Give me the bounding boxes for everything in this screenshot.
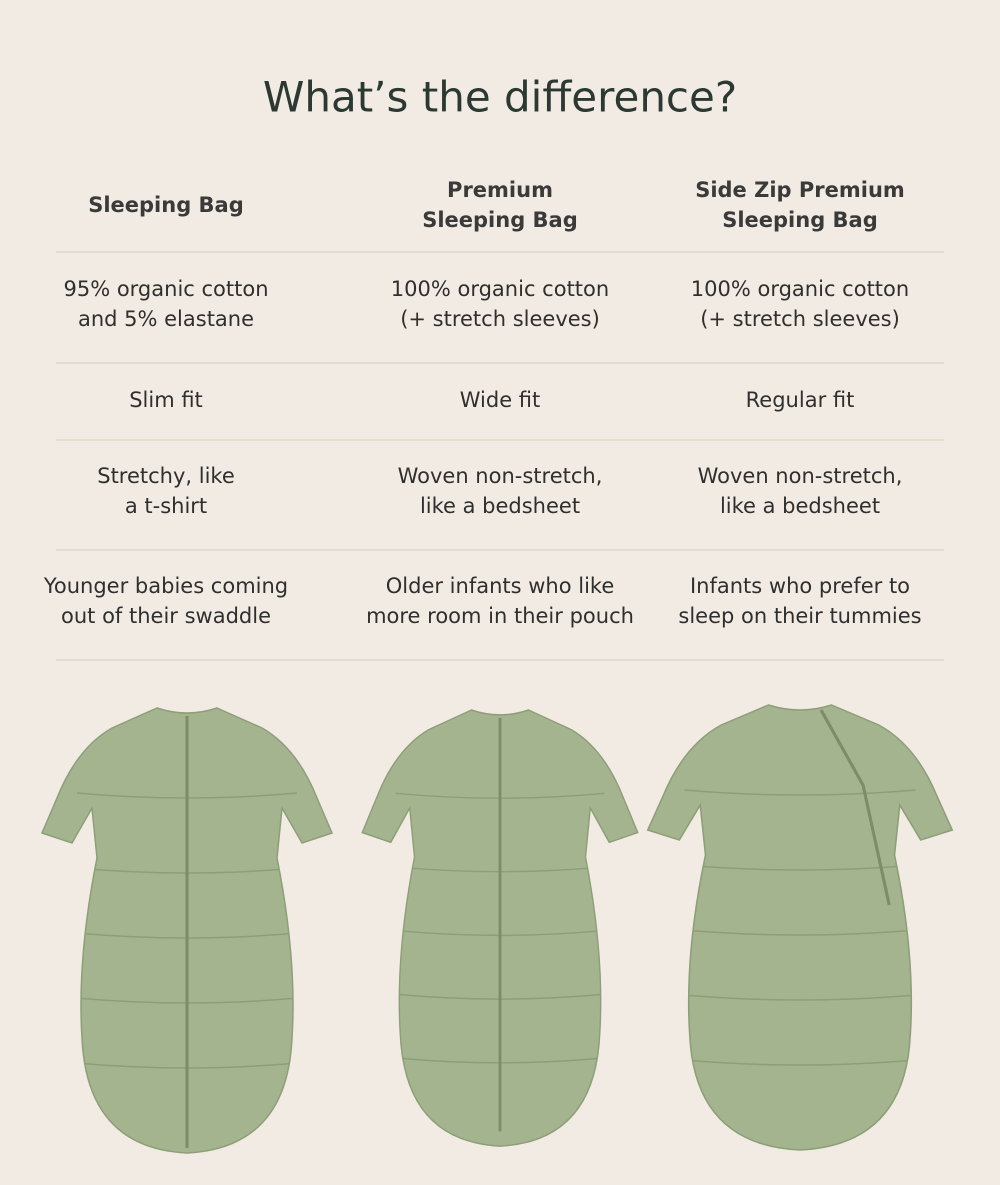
- table-cell: and 5% elastane: [78, 307, 254, 331]
- product-images: [42, 705, 952, 1153]
- premium-sleeping-bag-image: [362, 710, 638, 1146]
- table-cell: like a bedsheet: [420, 494, 580, 518]
- table-cell: Wide fit: [460, 388, 541, 412]
- table-cell: 95% organic cotton: [63, 277, 268, 301]
- comparison-table: Sleeping Bag Premium Sleeping Bag Side Zip …: [43, 178, 944, 661]
- side-zip-sleeping-bag-image: [648, 705, 953, 1150]
- column-header: Side Zip Premium: [695, 178, 905, 202]
- table-cell: like a bedsheet: [720, 494, 880, 518]
- table-cell: (+ stretch sleeves): [700, 307, 900, 331]
- column-header: Sleeping Bag: [722, 208, 878, 232]
- table-cell: Older infants who like: [386, 574, 615, 598]
- table-cell: a t-shirt: [125, 494, 207, 518]
- table-cell: (+ stretch sleeves): [400, 307, 600, 331]
- table-cell: out of their swaddle: [61, 604, 271, 628]
- table-cell: Infants who prefer to: [690, 574, 910, 598]
- table-cell: 100% organic cotton: [691, 277, 909, 301]
- sleeping-bag-image: [42, 708, 332, 1153]
- table-cell: Stretchy, like: [97, 464, 235, 488]
- table-cell: Woven non-stretch,: [698, 464, 903, 488]
- table-cell: 100% organic cotton: [391, 277, 609, 301]
- table-cell: Regular fit: [746, 388, 855, 412]
- table-cell: Woven non-stretch,: [398, 464, 603, 488]
- table-cell: sleep on their tummies: [678, 604, 921, 628]
- table-cell: more room in their pouch: [366, 604, 634, 628]
- table-cell: Younger babies coming: [43, 574, 288, 598]
- column-header: Sleeping Bag: [422, 208, 578, 232]
- column-header: Premium: [447, 178, 553, 202]
- title: What’s the difference?: [263, 73, 737, 122]
- column-header: Sleeping Bag: [88, 193, 244, 217]
- table-cell: Slim fit: [129, 388, 203, 412]
